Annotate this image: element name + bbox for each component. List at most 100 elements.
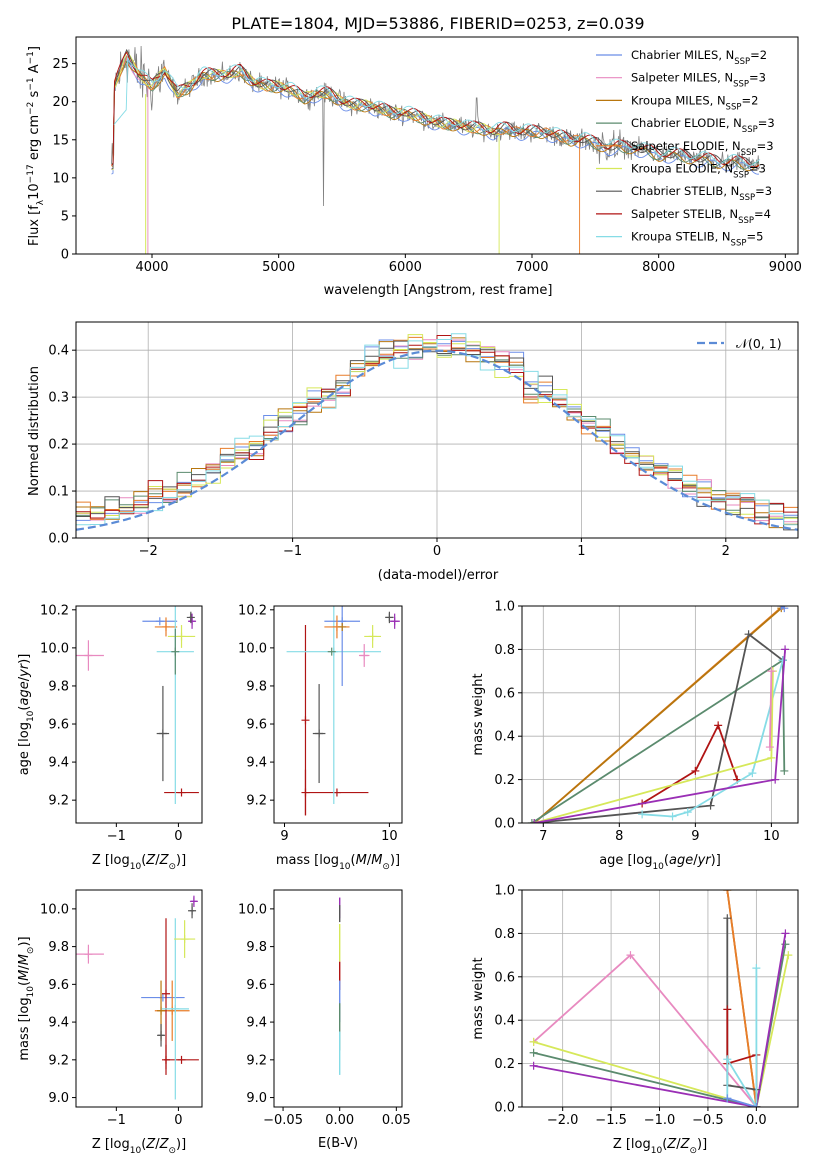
legend-sub: SSP [742,125,758,135]
legend-name: Kroupa STELIB, N [631,230,731,244]
weight-marker [752,964,761,973]
weight-marker [771,775,780,784]
x-tick-label: 2 [722,544,730,559]
data-point [158,729,167,738]
data-point [338,622,347,631]
weight-line [533,933,787,1107]
legend-sub: SSP [741,148,757,158]
label-part: )] [17,936,32,946]
weight-marker [706,801,715,810]
weight-marker [723,1055,732,1064]
y-tick-label: 0 [61,248,69,263]
label-part: age [log [599,853,652,868]
label-part: )] [17,654,32,664]
x-tick-label: 6000 [389,260,422,275]
data-point [162,989,170,998]
data-point [171,1004,180,1013]
legend-name: Chabrier ELODIE, N [631,116,742,130]
y-tick-label: 9.4 [48,756,69,771]
data-point [84,651,93,660]
label-part: M [17,970,32,981]
data-point [301,716,310,725]
x-tick-label: 8000 [642,260,675,275]
data-point [189,897,198,906]
label-part: Z [159,853,170,868]
weight-line [533,607,782,823]
data-point [188,617,197,626]
data-point [157,1006,166,1015]
y-tick-label: 10.0 [238,902,267,917]
x-tick-label: −1 [107,829,126,844]
legend-name: Salpeter ELODIE, N [631,139,741,153]
x-tick-label: −1.0 [644,1113,676,1128]
plot-area [76,606,199,804]
label-part: yr [17,662,32,678]
x-axis-label: mass [log10(M/M⊙)] [276,853,400,872]
y-tick-label: 9.6 [246,978,267,993]
label-part: −2 [26,102,36,115]
label-part: A [27,64,42,77]
label-part: ( [141,1137,146,1152]
model-line-chabrier-miles [111,54,760,175]
weight-line [726,968,758,1107]
label-part: Z [680,1137,691,1152]
y-tick-label: 25 [52,57,69,72]
weight-marker [767,753,776,762]
y-tick-label: 9.2 [48,1053,69,1068]
x-axis-label: Z [log10(Z/Z⊙)] [92,1137,186,1156]
label-part: age [log [17,722,32,775]
y-tick-label: 20 [52,95,69,110]
weight-marker [723,914,732,923]
x-tick-label: 9 [691,829,699,844]
label-part: )] [697,1137,707,1152]
x-tick-label: 1 [577,544,585,559]
x-tick-label: 0.00 [325,1113,354,1128]
y-tick-label: 0.8 [494,927,515,942]
axes-frame [75,36,799,255]
weight-marker [529,1061,538,1070]
legend-name: Kroupa ELODIE, N [631,162,733,176]
legend-sub: SSP [738,216,754,226]
legend-name: Salpeter STELIB, N [631,207,738,221]
legend-sub: SSP [734,57,750,67]
label-part: λ [36,199,46,205]
label-part: ⊙ [26,947,36,955]
weight-marker [714,721,723,730]
label-part: Z [log [92,1137,130,1152]
label-part: mass [log [276,853,339,868]
legend-label: Salpeter STELIB, NSSP=4 [631,207,771,226]
legend-sub: SSP [733,171,749,181]
label-part: 10 [339,862,351,872]
weight-line [727,1097,757,1107]
data-point [385,613,394,622]
model-line-kroupa-elodie [111,50,500,254]
x-tick-label: −0.05 [263,1113,303,1128]
model-line-salpeter-stelib [111,51,760,168]
label-part: age [17,681,32,705]
y-tick-label: 9.4 [48,1016,69,1031]
x-tick-label: 5000 [262,260,295,275]
x-tick-label: 10 [763,829,780,844]
y-tick-label: 9.4 [246,1016,267,1031]
label-part: / [17,965,32,970]
y-axis-label: age [log10(age/yr)] [17,654,36,776]
label-part: erg cm [27,115,42,164]
figure-title: PLATE=1804, MJD=53886, FIBERID=0253, z=0… [231,14,644,33]
weight-line [533,944,787,1107]
legend-sub: SSP [733,80,749,90]
legend-n: =3 [749,162,766,176]
weight-marker [723,890,732,894]
axes-frame [75,889,203,1108]
x-tick-label: 7000 [515,260,548,275]
axes-frame [273,889,403,1108]
label-part: Z [log [92,853,130,868]
y-tick-label: 9.8 [246,940,267,955]
weight-marker [668,812,677,821]
y-tick-label: 10.0 [40,902,69,917]
data-point [327,647,336,656]
legend-name: Salpeter MILES, N [631,71,733,85]
x-tick-label: −1 [107,1113,126,1128]
